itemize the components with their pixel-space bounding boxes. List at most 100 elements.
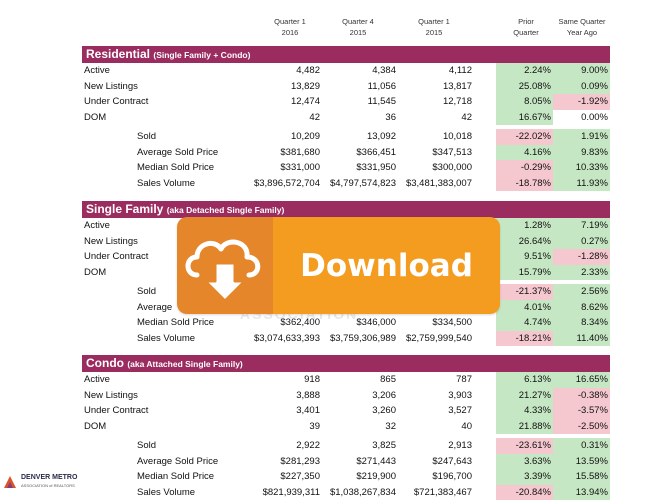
row-label: Under Contract [84,251,149,262]
cell-year-ago-change: 2.33% [553,264,610,280]
cell-q4-2015: $4,797,574,823 [329,177,396,189]
cell-q1-2016: 3,888 [296,389,320,401]
header-line: Quarter [513,28,539,37]
table-row: Active 4,482 4,384 4,112 2.24% 9.00% [82,63,610,79]
section-condo: Condo (aka Attached Single Family) Activ… [82,355,610,500]
header-line: 2015 [349,28,367,37]
cell-prior-quarter-change: 3.63% [496,453,553,469]
cell-prior-quarter-change: 4.16% [496,144,553,160]
header-q1-2015: Quarter 1 2015 [384,16,484,38]
cell-year-ago-change: 0.09% [553,78,610,94]
table-row: Active 918 865 787 6.13% 16.65% [82,372,610,388]
table-row: Average 4.01% 8.62% [82,299,610,315]
cell-q1-2015: $347,513 [432,146,472,158]
cell-q1-2016: $381,680 [280,146,320,158]
cell-q1-2015: $334,500 [432,317,472,328]
section-subtitle: (aka Attached Single Family) [127,359,243,369]
section-title: Single Family [86,202,164,216]
table-row: Under Contract 9.51% -1.28% [82,249,610,265]
row-label: Sold [137,440,157,451]
header-line: Prior [518,17,534,26]
row-label: Median Sold Price [137,471,215,482]
section-residential: Residential (Single Family + Condo) Acti… [82,46,610,191]
row-label: Under Contract [84,405,149,416]
cell-prior-quarter-change: -21.37% [496,284,553,300]
cell-year-ago-change: -1.92% [553,94,610,110]
cell-q1-2015: 787 [456,374,472,385]
cell-q1-2016: 12,474 [290,96,320,107]
section-header: Residential (Single Family + Condo) [82,46,610,63]
cell-year-ago-change: 11.93% [553,175,610,191]
denver-metro-logo: DENVER METRO ASSOCIATION of REALTORS [2,470,82,500]
header-line: Quarter 1 [418,17,450,26]
cell-year-ago-change: 9.00% [553,63,610,79]
table-row: Average Sold Price $381,680 $366,451 $347,5… [82,144,610,160]
table-row: Sales Volume $3,896,572,704 $4,797,574,823… [82,175,610,191]
cell-prior-quarter-change: 4.33% [496,403,553,419]
cell-year-ago-change: 7.19% [553,218,610,234]
cell-year-ago-change: 16.65% [553,372,610,388]
table-row: DOM 42 36 42 16.67% 0.00% [82,109,610,125]
table-row: Sales Volume $821,939,311 $1,038,267,834 $7… [82,484,610,500]
cell-prior-quarter-change: 9.51% [496,249,553,265]
cell-prior-quarter-change: -22.02% [496,129,553,145]
cell-q1-2016: $362,400 [280,317,320,328]
cell-q4-2015: $331,950 [356,162,396,173]
row-label: DOM [84,420,107,432]
header-line: 2015 [425,28,443,37]
table-row: Under Contract 3,401 3,260 3,527 4.33% -3.57% [82,403,610,419]
cell-q4-2015: $219,900 [356,471,396,482]
table-row: Sold -21.37% 2.56% [82,284,610,300]
table-row: Under Contract 12,474 11,545 12,718 8.05% -1.… [82,94,610,110]
row-label: Sold [137,286,157,297]
table-row: Sold 2,922 3,825 2,913 -23.61% 0.31% [82,438,610,454]
cell-q4-2015: $271,443 [356,455,396,467]
header-prior-quarter: Prior Quarter [476,16,576,38]
cell-q1-2015: $3,481,383,007 [405,177,472,189]
cloud-download-icon [177,217,273,314]
cell-year-ago-change: -1.28% [553,249,610,265]
cell-prior-quarter-change: -20.84% [496,484,553,500]
cell-q1-2015: 2,913 [448,440,472,451]
cell-q1-2015: 40 [461,420,472,432]
cell-q1-2016: 3,401 [296,405,320,416]
cell-year-ago-change: 2.56% [553,284,610,300]
cell-prior-quarter-change: 8.05% [496,94,553,110]
row-label: Sales Volume [137,177,196,189]
header-q1-2016: Quarter 1 2016 [240,16,340,38]
cell-prior-quarter-change: 3.39% [496,469,553,485]
cell-q1-2016: $281,293 [280,455,320,467]
cell-prior-quarter-change: 4.74% [496,315,553,331]
table-row: New Listings 13,829 11,056 13,817 25.08% 0.09… [82,78,610,94]
cell-q1-2016: 10,209 [290,131,320,142]
logo-name: DENVER METRO [21,474,78,481]
table-row: New Listings 26.64% 0.27% [82,233,610,249]
cell-q1-2015: $2,759,999,540 [405,332,472,344]
cell-q4-2015: 3,825 [372,440,396,451]
header-line: Quarter 4 [342,17,374,26]
cell-q1-2015: 3,903 [448,389,472,401]
cell-q4-2015: 4,384 [372,65,396,76]
cell-q1-2015: 10,018 [442,131,472,142]
download-label: Download [273,217,500,314]
cell-q1-2015: $247,643 [432,455,472,467]
cell-prior-quarter-change: 2.24% [496,63,553,79]
cell-q4-2015: 13,092 [366,131,396,142]
cell-year-ago-change: 8.62% [553,299,610,315]
cell-q1-2016: $331,000 [280,162,320,173]
row-label: New Listings [84,389,138,401]
row-label: Sold [137,131,157,142]
download-button[interactable]: Download [177,217,500,314]
cell-q4-2015: 3,260 [372,405,396,416]
cell-prior-quarter-change: 4.01% [496,299,553,315]
header-line: Same Quarter [558,17,606,26]
logo-mark-icon [4,476,16,488]
table-row: Active 1.28% 7.19% [82,218,610,234]
row-label: Sales Volume [137,332,196,344]
cell-q4-2015: 11,056 [367,80,396,92]
header-same-quarter-year-ago: Same Quarter Year Ago [532,16,632,38]
cell-q1-2016: $3,896,572,704 [253,177,320,189]
cell-prior-quarter-change: -18.78% [496,175,553,191]
cell-q4-2015: 32 [385,420,396,432]
cell-q1-2016: 4,482 [296,65,320,76]
